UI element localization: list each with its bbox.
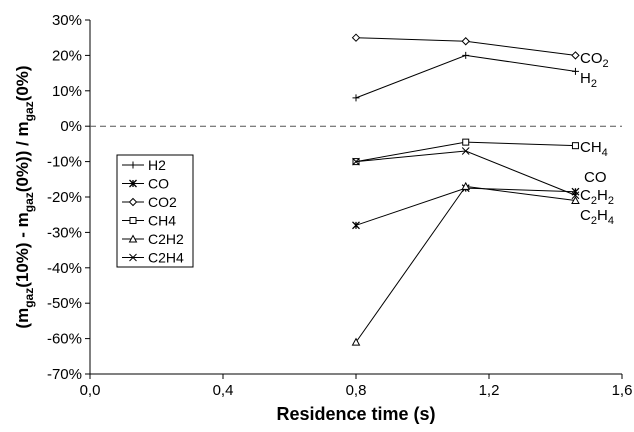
legend-label: CH4 — [148, 213, 176, 229]
legend-marker — [128, 197, 138, 207]
data-point — [461, 147, 470, 155]
data-point — [352, 94, 360, 102]
x-tick-label: 0,0 — [80, 382, 101, 399]
axis-titles: Residence time (s) (mgaz(10%) - mgaz(0%))… — [13, 65, 436, 424]
y-tick-label: 10% — [52, 83, 82, 100]
legend-item-co2: CO2 — [122, 194, 177, 210]
end-label: CO2 — [580, 50, 609, 70]
legend-item-co: CO — [122, 176, 169, 192]
marker-shape — [571, 67, 579, 75]
data-point — [571, 195, 580, 205]
data-point — [462, 138, 470, 146]
legend-marker — [129, 253, 137, 262]
series-h2 — [352, 51, 579, 102]
legend-item-c2h2: C2H2 — [122, 231, 184, 247]
marker-shape — [352, 221, 360, 230]
x-tick-label: 1,6 — [612, 382, 633, 399]
series-c2h4 — [352, 147, 580, 200]
series-c2h2 — [351, 181, 580, 346]
series-line — [355, 54, 576, 99]
x-tick-label: 0,8 — [346, 382, 367, 399]
data-point — [352, 157, 360, 166]
y-tick-label: -70% — [47, 366, 82, 383]
legend-marker — [129, 179, 137, 188]
y-tick-label: 0% — [60, 118, 82, 135]
marker-shape — [128, 197, 138, 207]
end-label: CO — [584, 169, 607, 186]
y-tick-label: -60% — [47, 331, 82, 348]
y-tick-label: -10% — [47, 154, 82, 171]
end-label: C2H4 — [580, 207, 614, 227]
legend-label: CO2 — [148, 194, 177, 210]
marker-shape — [129, 217, 137, 224]
marker-shape — [351, 33, 361, 42]
y-tick-label: -20% — [47, 189, 82, 206]
marker-shape — [129, 161, 137, 169]
legend-item-h2: H2 — [122, 157, 166, 173]
marker-shape — [571, 142, 579, 150]
x-tick-label: 1,2 — [479, 382, 500, 399]
legend-label: H2 — [148, 157, 166, 173]
marker-shape — [129, 179, 137, 188]
legend-item-ch4: CH4 — [122, 213, 176, 229]
ticks: 30%20%10%0%-10%-20%-30%-40%-50%-60%-70%0… — [47, 12, 632, 399]
legend-marker — [129, 217, 137, 224]
data-point — [351, 33, 361, 42]
marker-shape — [461, 147, 470, 155]
data-point — [571, 51, 580, 60]
legend-label: C2H4 — [148, 250, 184, 266]
series-co — [352, 184, 580, 230]
marker-shape — [462, 51, 470, 59]
data-point — [571, 142, 579, 150]
y-axis-title: (mgaz(10%) - mgaz(0%)) / mgaz(0%) — [13, 65, 36, 328]
data-point — [571, 67, 579, 75]
x-axis-title: Residence time (s) — [276, 404, 435, 424]
legend-marker — [128, 234, 138, 243]
marker-shape — [351, 337, 361, 346]
data-point — [461, 181, 471, 190]
marker-shape — [571, 51, 580, 60]
y-tick-label: -40% — [47, 260, 82, 277]
legend: H2 CO CO2 CH4 C2H2 C2H4 — [116, 154, 194, 268]
y-tick-label: -30% — [47, 224, 82, 241]
legend-label: C2H2 — [148, 231, 184, 247]
marker-shape — [571, 191, 580, 200]
legend-box — [116, 154, 194, 268]
end-label: H2 — [580, 70, 597, 90]
series-co2 — [351, 33, 580, 60]
marker-shape — [352, 94, 360, 102]
data-point — [352, 221, 360, 230]
marker-shape — [129, 253, 137, 262]
series-group — [351, 33, 580, 346]
end-label: CH4 — [580, 139, 608, 159]
data-point — [351, 337, 361, 346]
marker-shape — [461, 181, 471, 190]
series-ch4 — [352, 138, 579, 166]
y-tick-label: 20% — [52, 47, 82, 64]
x-tick-label: 0,4 — [213, 382, 234, 399]
marker-shape — [352, 157, 360, 166]
marker-shape — [461, 37, 470, 46]
end-label: C2H2 — [580, 187, 614, 207]
y-tick-label: 30% — [52, 12, 82, 29]
series-line — [355, 187, 576, 226]
marker-shape — [462, 138, 470, 146]
legend-label: CO — [148, 176, 169, 192]
series-line — [355, 185, 576, 343]
data-point — [462, 51, 470, 59]
marker-shape — [128, 234, 138, 243]
y-tick-label: -50% — [47, 295, 82, 312]
legend-marker — [129, 161, 137, 169]
data-point — [571, 191, 580, 200]
legend-item-c2h4: C2H4 — [122, 250, 184, 266]
marker-shape — [571, 195, 580, 205]
data-point — [461, 37, 470, 46]
